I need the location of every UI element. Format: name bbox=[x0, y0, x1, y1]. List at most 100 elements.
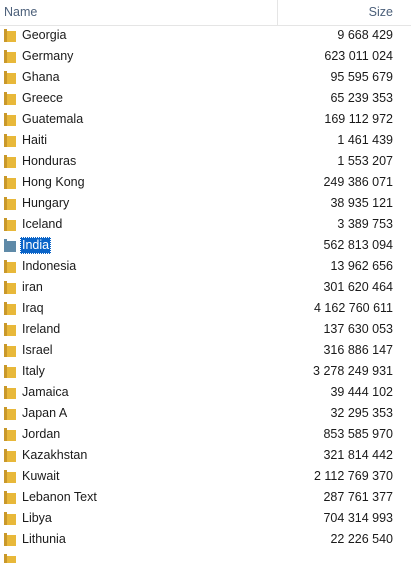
list-item[interactable]: Guatemala 169 112 972 bbox=[0, 109, 411, 130]
list-item[interactable]: Georgia 9 668 429 bbox=[0, 25, 411, 46]
folder-name: Libya bbox=[22, 511, 52, 525]
folder-size: 301 620 464 bbox=[323, 280, 393, 294]
column-header-name[interactable]: Name bbox=[4, 0, 278, 25]
list-item[interactable]: Iceland 3 389 753 bbox=[0, 214, 411, 235]
column-header-size[interactable]: Size bbox=[368, 5, 393, 19]
folder-name: India bbox=[20, 237, 52, 254]
folder-name: Georgia bbox=[22, 28, 67, 42]
folder-icon bbox=[4, 470, 16, 483]
folder-size: 316 886 147 bbox=[323, 343, 393, 357]
folder-size: 9 668 429 bbox=[337, 28, 393, 42]
folder-name: Hong Kong bbox=[22, 175, 85, 189]
folder-name: Jordan bbox=[22, 427, 61, 441]
list-item[interactable]: Germany 623 011 024 bbox=[0, 46, 411, 67]
folder-icon bbox=[4, 29, 16, 42]
folder-name: Ghana bbox=[22, 70, 60, 84]
folder-size: 4 162 760 611 bbox=[313, 301, 393, 315]
folder-size: 95 595 679 bbox=[330, 70, 393, 84]
folder-name: Haiti bbox=[22, 133, 48, 147]
list-item[interactable]: Kuwait 2 112 769 370 bbox=[0, 466, 411, 487]
folder-name: Lebanon Text bbox=[22, 490, 97, 504]
list-item[interactable]: Libya 704 314 993 bbox=[0, 508, 411, 529]
list-item[interactable]: Haiti 1 461 439 bbox=[0, 130, 411, 151]
folder-size: 32 295 353 bbox=[330, 406, 393, 420]
folder-list: Georgia 9 668 429 Germany 623 011 024 Ghana 9… bbox=[0, 25, 411, 563]
list-item[interactable]: Jamaica 39 444 102 bbox=[0, 382, 411, 403]
folder-icon bbox=[4, 554, 16, 563]
column-header: Name Size bbox=[0, 0, 411, 26]
folder-name: Kazakhstan bbox=[22, 448, 88, 462]
folder-name: Kuwait bbox=[22, 469, 60, 483]
folder-name: Jamaica bbox=[22, 385, 69, 399]
folder-icon bbox=[4, 428, 16, 441]
folder-size: 1 461 439 bbox=[337, 133, 393, 147]
folder-icon bbox=[4, 155, 16, 168]
list-item[interactable]: Honduras 1 553 207 bbox=[0, 151, 411, 172]
folder-size: 22 226 540 bbox=[330, 532, 393, 546]
list-item[interactable]: Japan A 32 295 353 bbox=[0, 403, 411, 424]
folder-size: 853 585 970 bbox=[323, 427, 393, 441]
list-item[interactable]: Kazakhstan 321 814 442 bbox=[0, 445, 411, 466]
folder-name: Guatemala bbox=[22, 112, 84, 126]
folder-icon bbox=[4, 218, 16, 231]
folder-size: 65 239 353 bbox=[330, 91, 393, 105]
list-item[interactable]: India 562 813 094 bbox=[0, 235, 411, 256]
folder-size: 2 112 769 370 bbox=[313, 469, 393, 483]
folder-name: Israel bbox=[22, 343, 53, 357]
folder-icon bbox=[4, 512, 16, 525]
folder-size: 38 935 121 bbox=[330, 196, 393, 210]
folder-size: 169 112 972 bbox=[324, 112, 393, 126]
list-item[interactable]: Ireland 137 630 053 bbox=[0, 319, 411, 340]
folder-name: iran bbox=[22, 280, 43, 294]
folder-name: Greece bbox=[22, 91, 63, 105]
folder-icon bbox=[4, 281, 16, 294]
folder-size: 562 813 094 bbox=[323, 238, 393, 252]
list-item[interactable]: Hong Kong 249 386 071 bbox=[0, 172, 411, 193]
folder-size: 249 386 071 bbox=[323, 175, 393, 189]
folder-name: Italy bbox=[22, 364, 45, 378]
folder-icon bbox=[4, 533, 16, 546]
folder-name: Indonesia bbox=[22, 259, 77, 273]
folder-size: 39 444 102 bbox=[330, 385, 393, 399]
folder-icon bbox=[4, 449, 16, 462]
folder-icon bbox=[4, 365, 16, 378]
list-item[interactable]: Lebanon Text 287 761 377 bbox=[0, 487, 411, 508]
folder-icon bbox=[4, 239, 16, 252]
list-item[interactable]: iran 301 620 464 bbox=[0, 277, 411, 298]
folder-icon bbox=[4, 407, 16, 420]
list-item[interactable]: Ghana 95 595 679 bbox=[0, 67, 411, 88]
folder-name: Germany bbox=[22, 49, 74, 63]
folder-size: 287 761 377 bbox=[323, 490, 393, 504]
folder-icon bbox=[4, 491, 16, 504]
folder-size: 137 630 053 bbox=[323, 322, 393, 336]
folder-name: Iceland bbox=[22, 217, 63, 231]
folder-size: 704 314 993 bbox=[323, 511, 393, 525]
list-item[interactable]: Hungary 38 935 121 bbox=[0, 193, 411, 214]
folder-icon bbox=[4, 197, 16, 210]
folder-size: 3 389 753 bbox=[337, 217, 393, 231]
list-item[interactable]: Jordan 853 585 970 bbox=[0, 424, 411, 445]
list-item[interactable]: Italy 3 278 249 931 bbox=[0, 361, 411, 382]
folder-icon bbox=[4, 260, 16, 273]
folder-size: 321 814 442 bbox=[323, 448, 393, 462]
folder-icon bbox=[4, 113, 16, 126]
folder-icon bbox=[4, 386, 16, 399]
folder-name: Lithunia bbox=[22, 532, 66, 546]
folder-name: Hungary bbox=[22, 196, 70, 210]
folder-icon bbox=[4, 176, 16, 189]
folder-size: 1 553 207 bbox=[337, 154, 393, 168]
folder-name: Honduras bbox=[22, 154, 77, 168]
folder-name: Japan A bbox=[22, 406, 68, 420]
folder-icon bbox=[4, 344, 16, 357]
folder-size: 13 962 656 bbox=[330, 259, 393, 273]
folder-name: Ireland bbox=[22, 322, 61, 336]
list-item[interactable]: Lithunia 22 226 540 bbox=[0, 529, 411, 550]
folder-name: Iraq bbox=[22, 301, 44, 315]
folder-size: 3 278 249 931 bbox=[313, 364, 393, 378]
folder-icon bbox=[4, 92, 16, 105]
list-item[interactable]: Greece 65 239 353 bbox=[0, 88, 411, 109]
list-item[interactable]: Indonesia 13 962 656 bbox=[0, 256, 411, 277]
list-item[interactable]: Iraq 4 162 760 611 bbox=[0, 298, 411, 319]
list-item[interactable]: Israel 316 886 147 bbox=[0, 340, 411, 361]
folder-size: 623 011 024 bbox=[324, 49, 393, 63]
